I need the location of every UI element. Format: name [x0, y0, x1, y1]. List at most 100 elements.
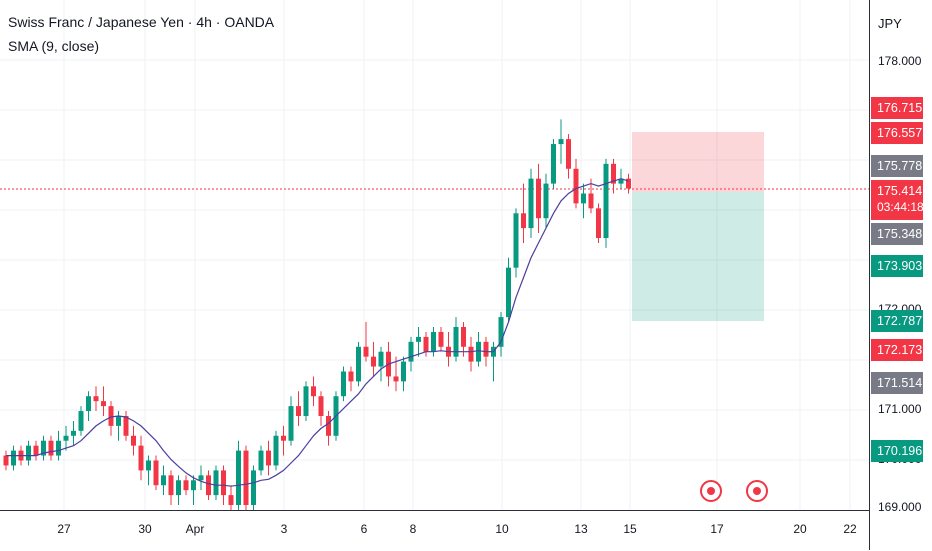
price-label: 173.903 [871, 255, 923, 277]
time-label: 15 [623, 522, 637, 536]
candle-body [56, 440, 61, 456]
candle-body [536, 178, 541, 219]
candle-body [281, 435, 286, 441]
candle-body [371, 356, 376, 367]
candle-body [618, 178, 624, 184]
candle-body [476, 341, 481, 362]
candle-body [266, 450, 271, 466]
candle-body [408, 341, 414, 362]
candle-body [438, 331, 444, 347]
time-label: 22 [843, 522, 857, 536]
candle-body [243, 450, 249, 505]
time-label: 6 [360, 522, 368, 536]
candle-body [521, 213, 526, 229]
currency-label[interactable]: JPY [878, 16, 902, 31]
time-label: 17 [710, 522, 724, 536]
candle-body [513, 213, 519, 268]
stop-loss-zone[interactable] [632, 132, 764, 192]
candle-body [363, 346, 369, 357]
candle-body [3, 455, 9, 466]
candle-body [11, 450, 16, 466]
candles [3, 119, 631, 510]
candle-body [176, 480, 181, 496]
take-profit-zone[interactable] [632, 192, 764, 321]
price-label: 176.715 [871, 97, 923, 119]
candle-body [326, 416, 331, 436]
candle-body [146, 460, 151, 471]
candle-body [296, 406, 301, 416]
time-axis[interactable] [0, 510, 869, 551]
time-label: Apr [185, 522, 205, 536]
candle-body [236, 450, 241, 505]
candle-body [423, 336, 429, 352]
candle-body [78, 411, 84, 431]
time-label: 30 [138, 522, 152, 536]
price-label: 170.196 [871, 440, 923, 462]
candle-body [228, 495, 234, 505]
candle-body [183, 480, 189, 491]
candle-body [213, 470, 219, 496]
candle-body [33, 445, 39, 456]
candle-body [498, 317, 504, 347]
candle-body [558, 139, 564, 145]
economic-event-icon[interactable] [700, 480, 722, 502]
time-label: 20 [793, 522, 807, 536]
indicator-label[interactable]: SMA (9, close) [8, 38, 100, 54]
chart-grid [0, 0, 869, 510]
candle-body [573, 168, 579, 204]
candle-body [311, 386, 316, 397]
candle-body [468, 346, 474, 362]
candle-body [153, 460, 159, 486]
price-label: 171.514 [871, 372, 923, 394]
candle-body [356, 346, 361, 382]
price-label: 172.787 [871, 310, 923, 332]
candle-body [131, 435, 136, 446]
candle-body [71, 430, 76, 436]
price-label: 175.348 [871, 223, 923, 245]
candle-body [416, 336, 421, 342]
candle-body [596, 208, 601, 238]
candle-body [626, 178, 631, 189]
candle-body [63, 435, 69, 441]
price-tick: 171.000 [878, 402, 922, 416]
candle-body [108, 406, 114, 426]
candle-body [393, 376, 399, 382]
candle-body [341, 371, 346, 397]
candle-body [528, 178, 534, 229]
candle-body [506, 267, 511, 318]
candle-body [431, 331, 436, 352]
candle-body [378, 351, 384, 367]
candle-body [116, 416, 121, 426]
candle-body [603, 163, 609, 238]
candle-body [483, 341, 489, 357]
candle-body [303, 386, 309, 416]
last-price-label: 175.414 03:44:18 [871, 180, 924, 220]
economic-event-icon[interactable] [746, 480, 768, 502]
candle-body [123, 416, 129, 436]
candle-body [581, 193, 586, 204]
time-label: 13 [574, 522, 588, 536]
candle-body [101, 401, 106, 407]
time-label: 3 [280, 522, 288, 536]
price-label: 176.557 [871, 122, 923, 144]
candle-body [543, 183, 549, 219]
price-label: 175.778 [871, 155, 923, 177]
sma-line [6, 178, 629, 487]
chart-title: Swiss Franc / Japanese Yen · 4h · OANDA [8, 14, 275, 30]
candle-body [461, 327, 466, 347]
candle-body [551, 144, 556, 184]
candle-body [318, 396, 324, 416]
last-price-value: 175.414 [877, 184, 923, 198]
price-chart[interactable] [0, 0, 869, 510]
candle-body [93, 396, 99, 402]
candle-body [258, 450, 264, 471]
candle-body [41, 440, 46, 456]
candle-body [161, 475, 166, 486]
candle-body [198, 475, 204, 481]
candle-body [611, 163, 616, 184]
time-label: 27 [57, 522, 71, 536]
candle-body [26, 445, 31, 461]
candle-body [221, 470, 226, 496]
candle-body [251, 470, 256, 505]
candle-body [138, 445, 144, 471]
